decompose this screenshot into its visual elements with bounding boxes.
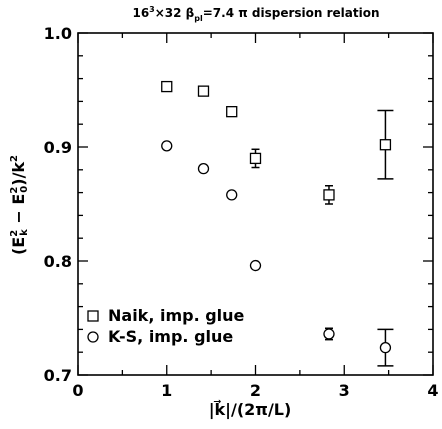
x-tick-label: 2 bbox=[250, 381, 261, 400]
x-tick-label: 4 bbox=[427, 381, 438, 400]
axis-ticks bbox=[77, 32, 434, 376]
y-tick-label: 1.0 bbox=[44, 24, 72, 43]
legend-label-naik: Naik, imp. glue bbox=[108, 306, 245, 325]
naik-data-point bbox=[161, 80, 173, 93]
y-tick-labels: 0.7 0.8 0.9 1.0 bbox=[44, 24, 72, 385]
data-marks bbox=[161, 80, 394, 367]
ks-data-point bbox=[379, 341, 392, 354]
ks-data-point bbox=[197, 163, 210, 175]
naik-data-point bbox=[197, 85, 210, 97]
ks-data-point bbox=[323, 328, 335, 340]
naik-data-point bbox=[379, 139, 392, 151]
x-tick-label: 1 bbox=[161, 381, 172, 400]
x-axis-label: |k⃗|/(2π/L) bbox=[209, 399, 292, 420]
legend-square-marker bbox=[87, 310, 99, 322]
chart-title: 163×32 βpl=7.4 π dispersion relation bbox=[132, 5, 379, 23]
naik-data-point bbox=[249, 152, 262, 165]
y-tick-label: 0.9 bbox=[44, 138, 72, 157]
x-tick-label: 3 bbox=[339, 381, 350, 400]
ks-data-point bbox=[249, 259, 262, 272]
ks-data-point bbox=[226, 189, 238, 201]
naik-data-point bbox=[323, 189, 335, 201]
x-tick-labels: 0 1 2 3 4 bbox=[72, 381, 438, 400]
legend-circle-marker bbox=[87, 331, 99, 343]
ks-data-point bbox=[161, 140, 173, 152]
y-axis-label: (E2k − E20)/k2 bbox=[9, 155, 30, 255]
y-tick-label: 0.8 bbox=[44, 252, 72, 271]
x-tick-label: 0 bbox=[72, 381, 83, 400]
y-tick-label: 0.7 bbox=[44, 366, 72, 385]
naik-data-point bbox=[226, 106, 238, 118]
legend-label-ks: K-S, imp. glue bbox=[108, 327, 233, 346]
legend: Naik, imp. glue K-S, imp. glue bbox=[87, 306, 245, 346]
